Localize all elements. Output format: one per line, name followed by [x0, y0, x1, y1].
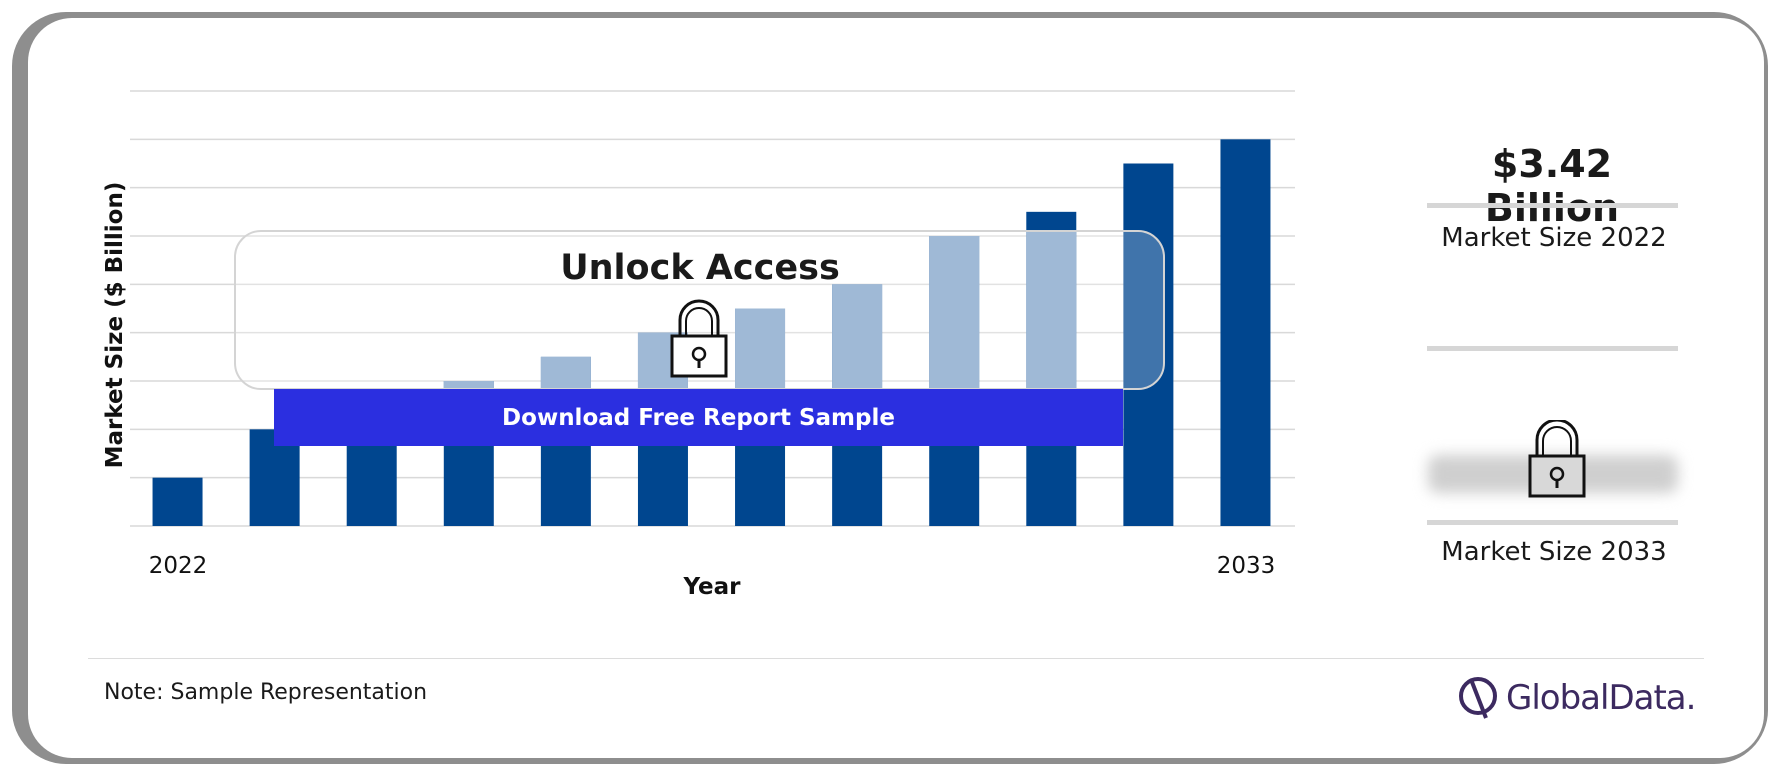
download-sample-button[interactable]: Download Free Report Sample — [274, 389, 1123, 446]
footer-divider — [88, 658, 1704, 659]
divider — [1427, 203, 1678, 208]
padlock-icon — [670, 299, 728, 378]
divider — [1427, 520, 1678, 525]
globaldata-logo: GlobalData. — [1456, 672, 1706, 722]
market-size-2022-label: Market Size 2022 — [1441, 223, 1667, 253]
market-size-2022-value: $3.42 Billion — [1484, 142, 1620, 230]
bar-2032 — [1123, 163, 1174, 526]
x-axis-label: Year — [682, 574, 741, 600]
bar-faded-2030 — [929, 236, 980, 389]
bar-2033 — [1220, 139, 1271, 527]
x-tick-first: 2022 — [149, 553, 208, 579]
bar-faded-2025 — [443, 381, 494, 389]
globaldata-logo-mark-icon — [1459, 677, 1497, 719]
market-size-2033-label: Market Size 2033 — [1441, 537, 1667, 567]
logo-text: GlobalData. — [1506, 678, 1696, 718]
footer-note: Note: Sample Representation — [104, 680, 428, 705]
bar-faded-2026 — [540, 356, 591, 389]
bar-faded-2029 — [832, 284, 883, 389]
y-axis-label: Market Size ($ Billion) — [102, 182, 128, 469]
bar-2022 — [152, 477, 203, 526]
divider — [1427, 346, 1678, 351]
bar-faded-2028 — [735, 308, 786, 389]
bar-faded-2031 — [1026, 231, 1077, 389]
x-tick-last: 2033 — [1217, 553, 1276, 579]
unlock-access-title: Unlock Access — [560, 248, 840, 288]
padlock-icon — [1528, 420, 1586, 498]
